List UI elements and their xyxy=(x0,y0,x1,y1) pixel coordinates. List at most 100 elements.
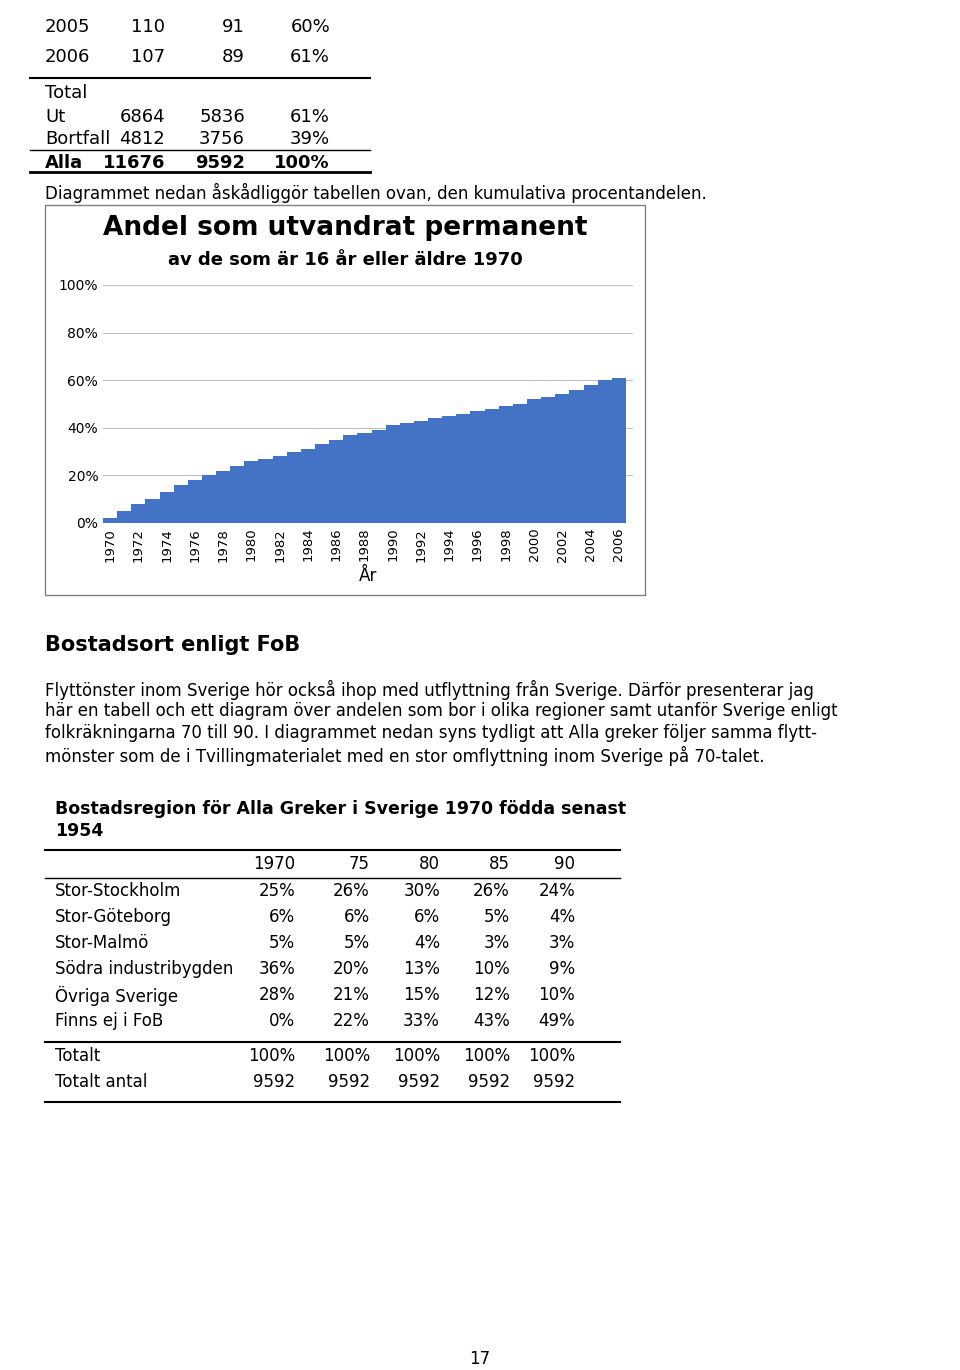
Text: 9592: 9592 xyxy=(328,1073,370,1091)
Text: Stor-Göteborg: Stor-Göteborg xyxy=(55,908,172,926)
Text: Diagrammet nedan åskådliggör tabellen ovan, den kumulativa procentandelen.: Diagrammet nedan åskådliggör tabellen ov… xyxy=(45,184,707,203)
Text: här en tabell och ett diagram över andelen som bor i olika regioner samt utanför: här en tabell och ett diagram över andel… xyxy=(45,701,838,721)
Text: 26%: 26% xyxy=(473,882,510,900)
Bar xyxy=(386,426,399,523)
Text: 9592: 9592 xyxy=(468,1073,510,1091)
Bar xyxy=(300,449,315,523)
Text: 2006: 2006 xyxy=(45,48,90,66)
Text: Bostadsort enligt FoB: Bostadsort enligt FoB xyxy=(45,636,300,655)
Bar xyxy=(399,423,414,523)
Text: 9592: 9592 xyxy=(195,153,245,173)
Text: 25%: 25% xyxy=(258,882,295,900)
Bar xyxy=(372,430,386,523)
Bar xyxy=(584,385,598,523)
Text: 13%: 13% xyxy=(403,960,440,978)
Text: 30%: 30% xyxy=(403,882,440,900)
Text: Totalt: Totalt xyxy=(55,1047,100,1064)
Bar xyxy=(188,479,202,523)
Text: 6%: 6% xyxy=(269,908,295,926)
Bar xyxy=(117,511,132,523)
Text: 21%: 21% xyxy=(333,986,370,1004)
Text: 100%: 100% xyxy=(275,153,330,173)
Bar xyxy=(145,499,159,523)
Text: av de som är 16 år eller äldre 1970: av de som är 16 år eller äldre 1970 xyxy=(168,251,522,269)
Text: 1970: 1970 xyxy=(252,855,295,873)
Text: 24%: 24% xyxy=(539,882,575,900)
Text: 60%: 60% xyxy=(290,18,330,36)
Text: 89: 89 xyxy=(222,48,245,66)
Text: 6%: 6% xyxy=(414,908,440,926)
Text: 39%: 39% xyxy=(290,130,330,148)
Text: 61%: 61% xyxy=(290,48,330,66)
Bar xyxy=(527,399,541,523)
Text: Stor-Stockholm: Stor-Stockholm xyxy=(55,882,181,900)
Text: Bostadsregion för Alla Greker i Sverige 1970 födda senast: Bostadsregion för Alla Greker i Sverige … xyxy=(55,800,626,818)
Bar xyxy=(485,408,499,523)
Bar xyxy=(357,433,372,523)
Text: 10%: 10% xyxy=(473,960,510,978)
Text: 17: 17 xyxy=(469,1349,491,1369)
Text: 2005: 2005 xyxy=(45,18,90,36)
Text: 3%: 3% xyxy=(484,934,510,952)
Text: 5%: 5% xyxy=(344,934,370,952)
Text: 61%: 61% xyxy=(290,108,330,126)
Text: 100%: 100% xyxy=(463,1047,510,1064)
Text: 85: 85 xyxy=(489,855,510,873)
Text: Totalt antal: Totalt antal xyxy=(55,1073,148,1091)
Bar xyxy=(428,418,443,523)
Text: 33%: 33% xyxy=(403,1012,440,1030)
Bar xyxy=(612,378,626,523)
Bar xyxy=(216,471,230,523)
Text: 36%: 36% xyxy=(258,960,295,978)
Text: Ut: Ut xyxy=(45,108,65,126)
Text: 1954: 1954 xyxy=(55,822,104,840)
Text: 9%: 9% xyxy=(549,960,575,978)
Text: 6864: 6864 xyxy=(119,108,165,126)
Text: 9592: 9592 xyxy=(533,1073,575,1091)
Text: 43%: 43% xyxy=(473,1012,510,1030)
Text: Flyttönster inom Sverige hör också ihop med utflyttning från Sverige. Därför pre: Flyttönster inom Sverige hör också ihop … xyxy=(45,680,814,700)
Text: 20%: 20% xyxy=(333,960,370,978)
Text: 5836: 5836 xyxy=(200,108,245,126)
Text: 100%: 100% xyxy=(248,1047,295,1064)
Text: 3%: 3% xyxy=(549,934,575,952)
Bar xyxy=(555,395,569,523)
Text: 49%: 49% xyxy=(539,1012,575,1030)
Text: Finns ej i FoB: Finns ej i FoB xyxy=(55,1012,163,1030)
Bar xyxy=(230,466,245,523)
Text: 15%: 15% xyxy=(403,986,440,1004)
Text: 28%: 28% xyxy=(258,986,295,1004)
Bar xyxy=(499,407,513,523)
Bar xyxy=(132,504,145,523)
Bar xyxy=(329,440,344,523)
Bar xyxy=(513,404,527,523)
Text: 10%: 10% xyxy=(539,986,575,1004)
Bar xyxy=(315,444,329,523)
Text: Stor-Malmö: Stor-Malmö xyxy=(55,934,150,952)
Text: 90: 90 xyxy=(554,855,575,873)
Bar xyxy=(245,462,258,523)
Text: 3756: 3756 xyxy=(199,130,245,148)
Text: 22%: 22% xyxy=(333,1012,370,1030)
Text: 100%: 100% xyxy=(528,1047,575,1064)
Text: Övriga Sverige: Övriga Sverige xyxy=(55,986,179,1006)
Text: 26%: 26% xyxy=(333,882,370,900)
Text: 107: 107 xyxy=(131,48,165,66)
Text: 75: 75 xyxy=(349,855,370,873)
Text: 6%: 6% xyxy=(344,908,370,926)
Text: 100%: 100% xyxy=(393,1047,440,1064)
Text: 4%: 4% xyxy=(414,934,440,952)
X-axis label: År: År xyxy=(359,567,377,585)
Text: 110: 110 xyxy=(131,18,165,36)
Bar xyxy=(598,381,612,523)
Bar xyxy=(414,421,428,523)
Text: 4%: 4% xyxy=(549,908,575,926)
Text: 0%: 0% xyxy=(269,1012,295,1030)
Text: 9592: 9592 xyxy=(397,1073,440,1091)
Bar xyxy=(541,397,555,523)
Bar xyxy=(103,518,117,523)
Text: folkräkningarna 70 till 90. I diagrammet nedan syns tydligt att Alla greker följ: folkräkningarna 70 till 90. I diagrammet… xyxy=(45,723,817,743)
Text: mönster som de i Tvillingmaterialet med en stor omflyttning inom Sverige på 70-t: mönster som de i Tvillingmaterialet med … xyxy=(45,747,764,766)
Text: Total: Total xyxy=(45,84,87,101)
Bar xyxy=(443,416,456,523)
